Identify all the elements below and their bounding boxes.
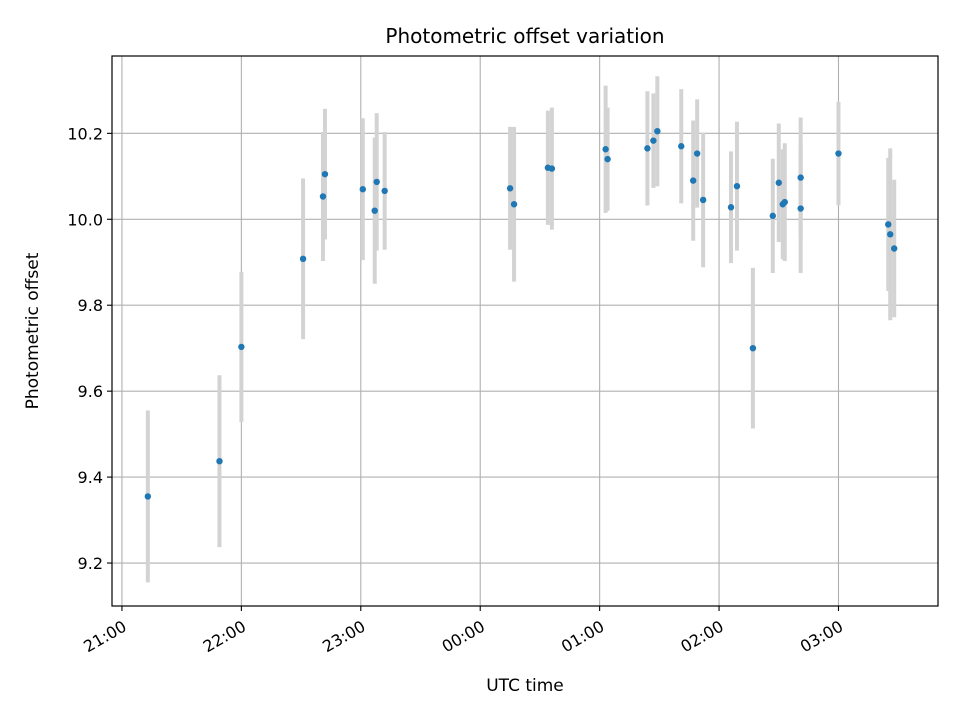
data-point (506, 185, 514, 192)
y-tick-label: 9.2 (78, 554, 103, 573)
data-point (769, 212, 776, 220)
y-tick-label: 9.8 (78, 296, 103, 315)
data-point (887, 231, 894, 238)
y-axis-ticks: 9.2 9.4 9.6 9.8 10.0 10.2 (67, 124, 112, 573)
data-point (299, 255, 307, 263)
data-point (835, 150, 842, 157)
y-tick-label: 10.2 (67, 124, 103, 143)
y-axis-label: Photometric offset (23, 252, 43, 409)
data-point (321, 170, 329, 178)
data-point (359, 186, 366, 193)
data-point (650, 137, 657, 144)
data-point (216, 457, 223, 465)
data-point (733, 182, 741, 190)
data-point (891, 245, 898, 252)
data-point (775, 179, 782, 186)
data-point (644, 145, 651, 152)
data-point (797, 205, 804, 212)
data-point (797, 174, 804, 181)
data-point (689, 177, 697, 184)
data-point (371, 207, 378, 214)
data-points (144, 127, 898, 500)
data-point (781, 198, 788, 206)
data-point (510, 201, 518, 208)
data-point (373, 178, 380, 186)
data-point (319, 193, 327, 200)
data-point (727, 204, 735, 211)
y-tick-label: 9.4 (78, 468, 103, 487)
data-point (381, 187, 388, 195)
data-point (693, 150, 701, 157)
y-tick-label: 9.6 (78, 382, 103, 401)
data-point (604, 155, 611, 163)
data-point (144, 493, 152, 500)
chart-title: Photometric offset variation (385, 24, 664, 48)
data-point (749, 344, 757, 352)
x-axis-label: UTC time (486, 676, 564, 696)
data-point (238, 343, 245, 351)
plot-frame (111, 55, 939, 607)
data-point (548, 165, 556, 172)
data-point (602, 146, 609, 153)
data-point (885, 221, 892, 228)
data-point (699, 196, 707, 204)
data-point (654, 127, 661, 135)
y-tick-label: 10.0 (67, 210, 103, 229)
data-point (678, 143, 685, 150)
